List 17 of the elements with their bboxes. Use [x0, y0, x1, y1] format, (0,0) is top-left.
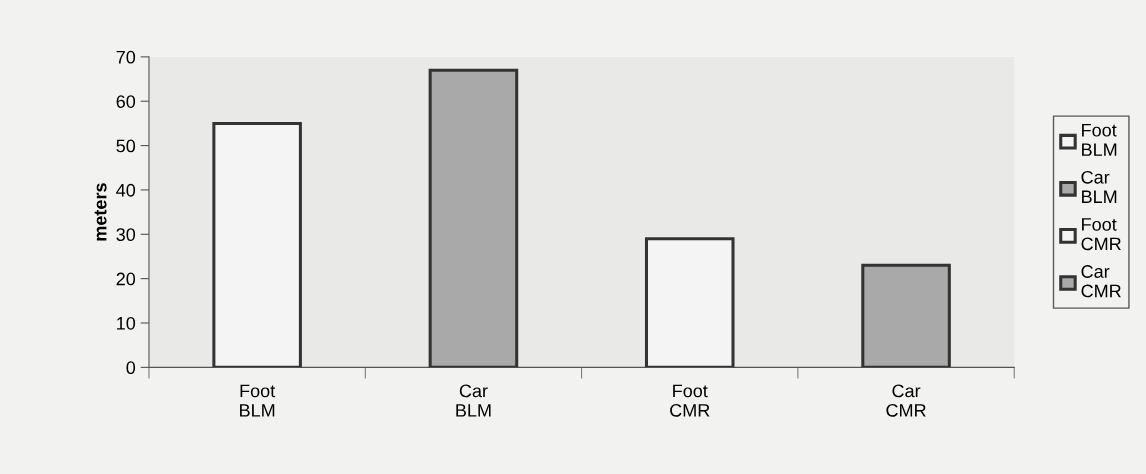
y-tick-label: 50 — [116, 139, 136, 153]
y-tick-label: 10 — [117, 316, 136, 330]
x-tick-label: Foot BLM — [240, 384, 276, 417]
y-tick-label: 20 — [116, 272, 136, 286]
y-tick-label: 70 — [116, 50, 136, 64]
y-tick-label: 60 — [116, 95, 136, 108]
x-tick-label: Car CMR — [886, 384, 926, 417]
y-tick-label: 30 — [116, 228, 136, 242]
legend-label: Car CMR — [1081, 265, 1121, 298]
y-tick-label: 0 — [126, 361, 136, 375]
y-tick-label: 40 — [116, 183, 136, 197]
legend-label: Car BLM — [1081, 170, 1117, 203]
y-axis-title: meters — [94, 183, 107, 241]
x-tick-label: Car BLM — [456, 384, 491, 417]
x-tick-label: Foot CMR — [670, 384, 710, 417]
legend-label: Foot BLM — [1082, 123, 1117, 156]
legend-label: Foot CMR — [1081, 218, 1121, 251]
